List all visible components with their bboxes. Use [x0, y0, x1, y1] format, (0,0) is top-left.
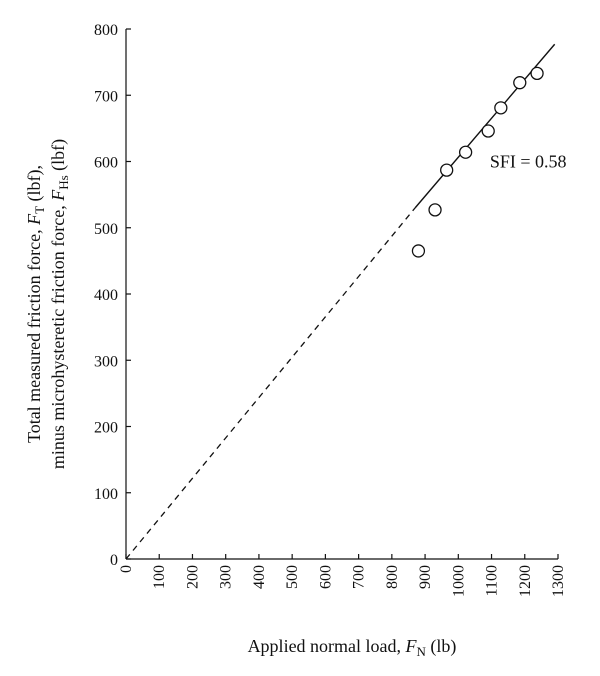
x-tick-label: 900	[417, 565, 434, 589]
x-tick-label: 400	[251, 565, 268, 589]
x-tick-label: 0	[118, 565, 135, 573]
data-point	[440, 163, 454, 177]
y-tick-label: 700	[94, 88, 118, 105]
x-tick-label: 300	[218, 565, 235, 589]
x-tick-label: 200	[184, 565, 201, 589]
y-tick-label: 200	[94, 420, 118, 437]
y-axis-label-line1: Total measured friction force, FT (lbf),	[24, 165, 47, 443]
x-tick-label: 800	[384, 565, 401, 589]
x-tick-label: 1300	[550, 565, 567, 597]
data-point	[481, 124, 495, 138]
sfi-annotation: SFI = 0.58	[490, 152, 567, 172]
data-point	[494, 101, 508, 115]
data-point	[530, 66, 544, 81]
x-tick-label: 1200	[517, 565, 534, 597]
fit-line-extrapolated	[125, 207, 416, 560]
x-tick-label: 500	[284, 565, 301, 589]
x-tick-label: 1100	[484, 565, 501, 596]
x-tick-label: 700	[351, 565, 368, 589]
x-axis-label: Applied normal load, FN (lb)	[248, 636, 457, 659]
data-point	[428, 203, 442, 217]
x-tick-label: 1000	[450, 565, 467, 597]
y-tick-label: 400	[94, 287, 118, 304]
data-point	[411, 244, 426, 258]
x-tick-label: 100	[151, 565, 168, 589]
y-axis-label-line2: minus microhysteretic friction force, FH…	[48, 139, 71, 469]
y-tick-label: 800	[94, 22, 118, 39]
data-point	[458, 145, 473, 159]
y-tick-label: 300	[94, 353, 118, 370]
x-tick-label: 600	[317, 565, 334, 589]
y-tick-label: 100	[94, 486, 118, 503]
y-tick-label: 600	[94, 155, 118, 172]
y-tick-label: 0	[110, 552, 118, 569]
y-tick-label: 500	[94, 221, 118, 238]
data-point	[513, 76, 527, 90]
